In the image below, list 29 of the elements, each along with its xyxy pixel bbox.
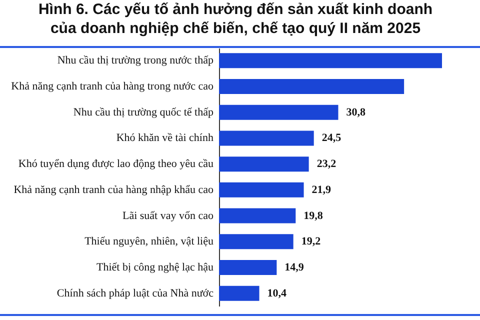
data-label: 19,8 — [304, 210, 324, 222]
data-label: 24,5 — [322, 132, 342, 144]
y-tick-label: Khả năng cạnh tranh của hàng nhập khẩu cao — [14, 184, 214, 196]
y-tick-label: Chính sách pháp luật của Nhà nước — [56, 287, 214, 300]
y-tick-label: Thiết bị công nghệ lạc hậu — [96, 261, 214, 274]
bar — [219, 156, 309, 172]
bar — [219, 53, 442, 68]
data-label: 10,4 — [267, 287, 288, 300]
bar — [219, 130, 314, 146]
y-tick-label: Lãi suất vay vốn cao — [122, 210, 214, 222]
chart-title: Hình 6. Các yếu tố ảnh hưởng đến sản xuất kinh doanh của doanh nghiệp chế biến, chế tạo quý II năm 2025 — [38, 1, 433, 37]
y-tick-label: Khả năng cạnh tranh của hàng trong nước cao — [11, 80, 214, 93]
data-label: 30,8 — [346, 106, 366, 118]
bar — [219, 260, 277, 275]
data-label: 21,9 — [312, 184, 332, 196]
y-tick-label: Khó tuyển dụng được lao động theo yêu cầu — [18, 158, 214, 170]
bar — [219, 208, 296, 224]
y-tick-label: Nhu cầu thị trường trong nước thấp — [57, 54, 214, 67]
y-tick-label: Khó khăn về tài chính — [116, 132, 214, 144]
bar — [219, 104, 338, 120]
data-label: 14,9 — [284, 261, 304, 274]
data-label: 23,2 — [316, 158, 337, 170]
bar — [219, 234, 294, 250]
bar — [219, 182, 304, 198]
y-tick-label: Nhu cầu thị trường quốc tế thấp — [73, 106, 214, 118]
bar — [219, 286, 260, 301]
y-tick-label: Thiếu nguyên, nhiên, vật liệu — [84, 236, 214, 248]
data-label: 19,2 — [301, 236, 322, 248]
bar — [219, 79, 404, 94]
